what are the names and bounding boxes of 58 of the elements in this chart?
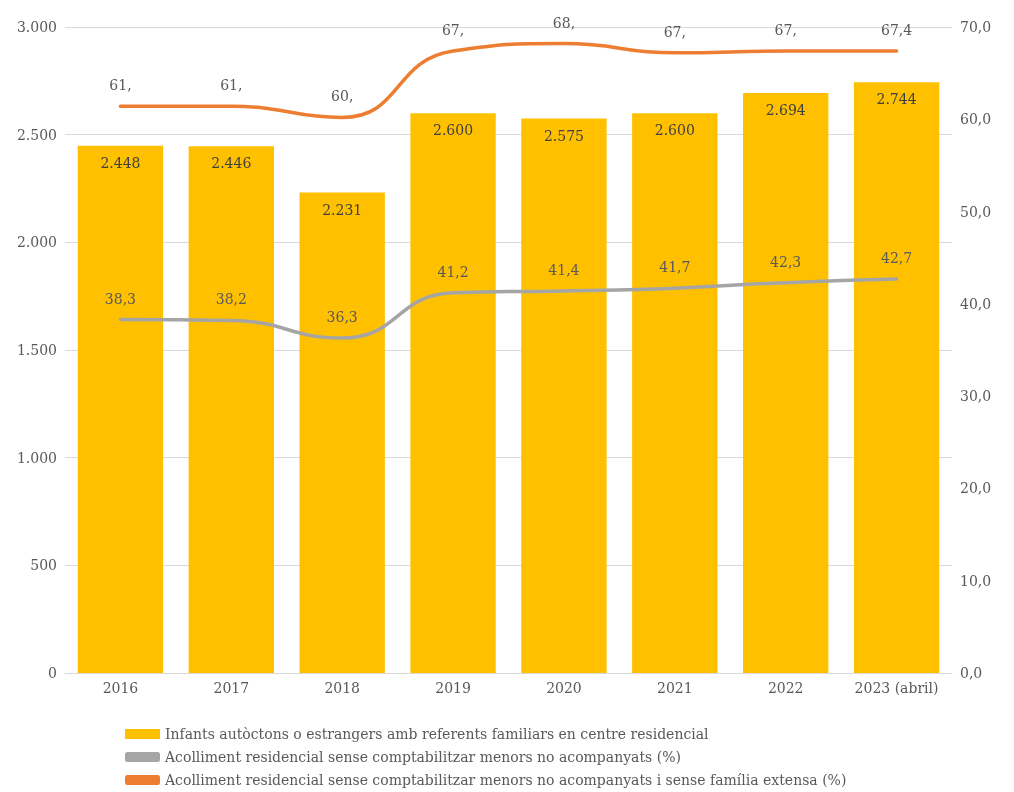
data-label: 2.744 [876,91,917,108]
data-label: 2.600 [433,122,474,139]
bar [410,113,496,673]
bar [853,82,940,673]
data-label: 61, [220,77,243,94]
data-label: 2.446 [211,155,252,172]
x-tick-label: 2018 [324,680,361,696]
legend-label: Acolliment residencial sense comptabilitzar menors no acompanyats (%) [164,749,681,765]
y2-tick-label: 0,0 [960,665,983,681]
data-label: 2.600 [654,122,695,139]
bar [77,145,164,673]
data-label: 2.575 [543,127,584,144]
data-label: 67, [663,23,686,40]
data-label: 67, [441,21,465,38]
x-tick-label: 2023 (abril) [854,680,939,696]
legend-label: Infants autòctons o estrangers amb referents familiars en centre residencial [165,726,710,742]
bar [743,92,829,673]
data-label: 41,7 [659,259,691,276]
data-label: 41,4 [548,261,580,278]
y2-tick-label: 60,0 [960,111,992,128]
data-label: 67, [774,21,797,38]
y-tick-label: 2.000 [16,234,57,251]
data-label: 38,3 [104,290,137,307]
bar [299,192,385,673]
y-tick-label: 500 [30,557,57,574]
y2-tick-label: 40,0 [960,295,992,312]
data-label: 36,3 [326,309,358,325]
data-label: 60, [331,88,354,105]
data-label: 61, [109,77,132,94]
data-label: 42,3 [770,253,802,270]
x-tick-label: 2019 [435,680,471,696]
data-label: 38,2 [215,291,247,308]
bar [521,118,607,673]
y-tick-label: 3.000 [16,19,57,35]
y2-tick-label: 50,0 [960,203,992,220]
y2-tick-label: 30,0 [960,388,992,405]
x-tick-label: 2016 [102,680,139,696]
data-label: 41,2 [437,263,469,280]
bar [188,146,274,673]
data-label: 42,7 [880,249,913,266]
data-label: 2.694 [765,101,806,118]
y-tick-label: 2.500 [16,126,57,143]
x-tick-label: 2022 [767,680,804,696]
x-tick-label: 2021 [656,680,693,696]
y-tick-label: 1.500 [16,342,57,358]
legend-label: Acolliment residencial sense comptabilitzar menors no acompanyats i sense família extensa (%) [164,772,847,788]
y2-tick-label: 10,0 [960,572,992,589]
data-label: 2.448 [100,154,141,171]
y-tick-label: 1.000 [16,449,57,466]
data-label: 2.231 [322,201,363,218]
y2-tick-label: 70,0 [960,19,992,35]
bar [632,113,718,673]
y2-tick-label: 20,0 [960,480,992,497]
data-label: 68, [552,14,576,31]
y-tick-label: 0 [48,665,57,681]
x-tick-label: 2020 [546,680,582,696]
x-tick-label: 2017 [213,680,250,696]
data-label: 67,4 [880,21,913,38]
